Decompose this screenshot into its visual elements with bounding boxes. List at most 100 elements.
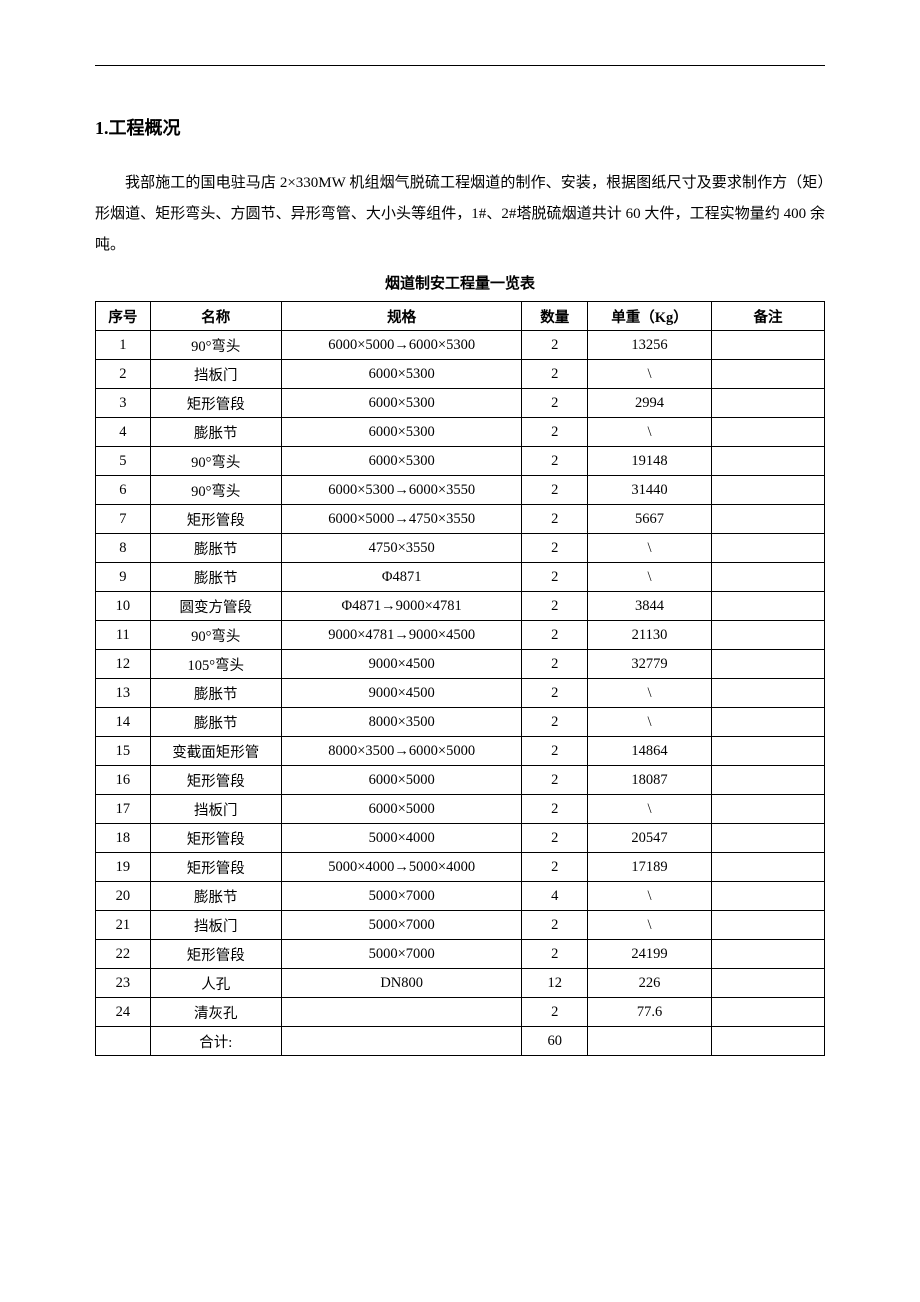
table-row: 合计:60 [96, 1027, 825, 1056]
table-row: 3矩形管段6000×530022994 [96, 389, 825, 418]
table-body: 190°弯头6000×5000→6000×53002132562挡板门6000×… [96, 331, 825, 1056]
cell-seq: 22 [96, 940, 151, 969]
cell-spec [281, 1027, 522, 1056]
table-row: 18矩形管段5000×4000220547 [96, 824, 825, 853]
cell-weight: 13256 [588, 331, 712, 360]
top-rule [95, 65, 825, 66]
cell-weight: 31440 [588, 476, 712, 505]
cell-remark [711, 911, 824, 940]
cell-seq: 3 [96, 389, 151, 418]
table-row: 590°弯头6000×5300219148 [96, 447, 825, 476]
cell-name: 矩形管段 [150, 505, 281, 534]
cell-name: 90°弯头 [150, 447, 281, 476]
cell-qty: 2 [522, 824, 588, 853]
cell-seq: 5 [96, 447, 151, 476]
cell-name: 膨胀节 [150, 679, 281, 708]
cell-weight: \ [588, 708, 712, 737]
table-row: 24清灰孔277.6 [96, 998, 825, 1027]
cell-seq [96, 1027, 151, 1056]
cell-weight: 20547 [588, 824, 712, 853]
cell-qty: 2 [522, 911, 588, 940]
cell-remark [711, 737, 824, 766]
cell-seq: 24 [96, 998, 151, 1027]
cell-remark [711, 447, 824, 476]
header-seq: 序号 [96, 302, 151, 331]
table-row: 14膨胀节8000×35002\ [96, 708, 825, 737]
cell-weight: 21130 [588, 621, 712, 650]
table-row: 13膨胀节9000×45002\ [96, 679, 825, 708]
cell-remark [711, 563, 824, 592]
cell-name: 膨胀节 [150, 708, 281, 737]
cell-seq: 19 [96, 853, 151, 882]
cell-qty: 2 [522, 563, 588, 592]
cell-spec: 5000×4000→5000×4000 [281, 853, 522, 882]
cell-remark [711, 679, 824, 708]
cell-name: 人孔 [150, 969, 281, 998]
table-row: 23人孔DN80012226 [96, 969, 825, 998]
table-row: 4膨胀节6000×53002\ [96, 418, 825, 447]
cell-remark [711, 766, 824, 795]
cell-spec: 9000×4500 [281, 650, 522, 679]
cell-spec: 5000×7000 [281, 940, 522, 969]
cell-name: 膨胀节 [150, 882, 281, 911]
cell-spec: 6000×5300 [281, 360, 522, 389]
cell-qty: 2 [522, 505, 588, 534]
cell-name: 90°弯头 [150, 476, 281, 505]
table-row: 19矩形管段5000×4000→5000×4000217189 [96, 853, 825, 882]
cell-qty: 2 [522, 766, 588, 795]
table-row: 2挡板门6000×53002\ [96, 360, 825, 389]
cell-weight: \ [588, 795, 712, 824]
cell-spec: 6000×5300 [281, 447, 522, 476]
cell-spec: 5000×4000 [281, 824, 522, 853]
cell-name: 膨胀节 [150, 418, 281, 447]
cell-qty: 2 [522, 534, 588, 563]
cell-weight: \ [588, 679, 712, 708]
cell-qty: 2 [522, 737, 588, 766]
cell-name: 矩形管段 [150, 853, 281, 882]
cell-spec: 5000×7000 [281, 911, 522, 940]
cell-spec: 6000×5000 [281, 766, 522, 795]
cell-spec: Φ4871 [281, 563, 522, 592]
table-row: 15变截面矩形管8000×3500→6000×5000214864 [96, 737, 825, 766]
table-row: 1190°弯头9000×4781→9000×4500221130 [96, 621, 825, 650]
section-heading: 1.工程概况 [95, 114, 825, 140]
table-row: 9膨胀节Φ48712\ [96, 563, 825, 592]
cell-remark [711, 505, 824, 534]
table-row: 690°弯头6000×5300→6000×3550231440 [96, 476, 825, 505]
cell-name: 膨胀节 [150, 534, 281, 563]
cell-spec: Φ4871→9000×4781 [281, 592, 522, 621]
cell-qty: 60 [522, 1027, 588, 1056]
quantity-table: 序号 名称 规格 数量 单重（Kg） 备注 190°弯头6000×5000→60… [95, 301, 825, 1056]
table-row: 21挡板门5000×70002\ [96, 911, 825, 940]
cell-weight: 17189 [588, 853, 712, 882]
table-row: 20膨胀节5000×70004\ [96, 882, 825, 911]
heading-number: 1. [95, 118, 109, 138]
cell-spec: 8000×3500→6000×5000 [281, 737, 522, 766]
cell-qty: 2 [522, 679, 588, 708]
cell-name: 膨胀节 [150, 563, 281, 592]
table-row: 12105°弯头9000×4500232779 [96, 650, 825, 679]
cell-seq: 4 [96, 418, 151, 447]
cell-remark [711, 534, 824, 563]
cell-name: 挡板门 [150, 360, 281, 389]
cell-weight: \ [588, 418, 712, 447]
cell-spec: 5000×7000 [281, 882, 522, 911]
cell-qty: 2 [522, 447, 588, 476]
cell-spec [281, 998, 522, 1027]
cell-remark [711, 650, 824, 679]
cell-seq: 6 [96, 476, 151, 505]
cell-seq: 13 [96, 679, 151, 708]
cell-weight: 24199 [588, 940, 712, 969]
cell-remark [711, 476, 824, 505]
cell-seq: 15 [96, 737, 151, 766]
cell-weight: 32779 [588, 650, 712, 679]
cell-weight: 5667 [588, 505, 712, 534]
cell-name: 圆变方管段 [150, 592, 281, 621]
cell-remark [711, 998, 824, 1027]
cell-qty: 2 [522, 940, 588, 969]
cell-qty: 2 [522, 795, 588, 824]
header-spec: 规格 [281, 302, 522, 331]
header-qty: 数量 [522, 302, 588, 331]
cell-seq: 2 [96, 360, 151, 389]
cell-spec: 4750×3550 [281, 534, 522, 563]
